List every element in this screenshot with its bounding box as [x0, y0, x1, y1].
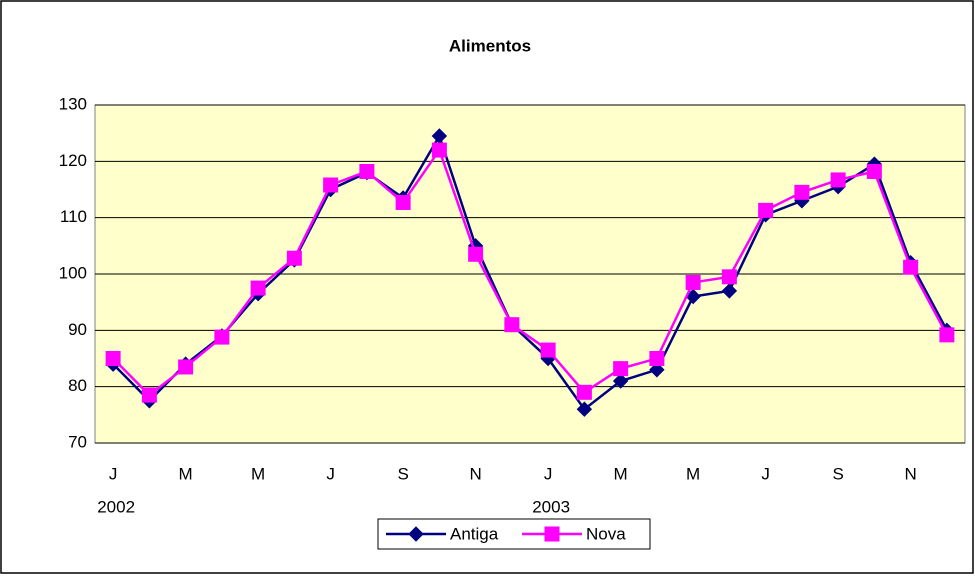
y-tick-label: 70: [68, 432, 87, 451]
y-tick-label: 90: [68, 320, 87, 339]
data-point: [721, 269, 737, 285]
year-label: 2003: [532, 497, 570, 516]
chart-title: Alimentos: [449, 36, 531, 55]
year-label: 2002: [97, 497, 135, 516]
data-point: [540, 342, 556, 358]
data-point: [613, 361, 629, 377]
x-tick-label: J: [326, 464, 335, 483]
data-point: [214, 329, 230, 345]
data-point: [105, 351, 121, 366]
y-tick-label: 130: [59, 94, 87, 113]
data-point: [504, 317, 520, 333]
x-tick-label: S: [397, 464, 408, 483]
data-point: [939, 327, 955, 343]
data-point: [286, 250, 302, 266]
legend-label: Nova: [586, 524, 626, 543]
data-point: [794, 184, 810, 200]
data-point: [758, 202, 774, 218]
data-point: [178, 359, 194, 375]
data-point: [612, 373, 629, 389]
data-point: [903, 259, 919, 275]
data-point: [323, 177, 339, 193]
y-tick-label: 110: [60, 207, 87, 226]
x-tick-label: J: [761, 464, 770, 483]
data-point: [431, 142, 447, 158]
y-tick-label: 120: [59, 151, 87, 170]
data-point: [649, 351, 665, 366]
x-tick-label: N: [904, 464, 916, 483]
data-point: [576, 384, 592, 400]
data-point: [685, 274, 701, 290]
data-point: [576, 401, 593, 417]
x-tick-label: M: [614, 464, 628, 483]
x-tick-label: M: [251, 464, 265, 483]
x-tick-label: M: [179, 464, 193, 483]
data-point: [359, 163, 375, 179]
data-point: [721, 283, 738, 299]
data-point: [141, 387, 157, 403]
x-tick-label: M: [686, 464, 700, 483]
data-point: [866, 163, 882, 179]
legend-marker: [408, 526, 424, 542]
x-tick-label: J: [109, 464, 118, 483]
data-point: [830, 172, 846, 188]
legend-label: Antiga: [450, 524, 499, 543]
x-tick-label: J: [544, 464, 553, 483]
data-point: [468, 246, 484, 262]
x-tick-label: N: [469, 464, 481, 483]
y-tick-label: 100: [59, 263, 87, 282]
x-tick-label: S: [832, 464, 843, 483]
legend-marker: [544, 526, 560, 542]
y-tick-label: 80: [68, 376, 87, 395]
data-point: [649, 362, 665, 378]
data-point: [395, 194, 411, 210]
data-point: [250, 280, 266, 296]
